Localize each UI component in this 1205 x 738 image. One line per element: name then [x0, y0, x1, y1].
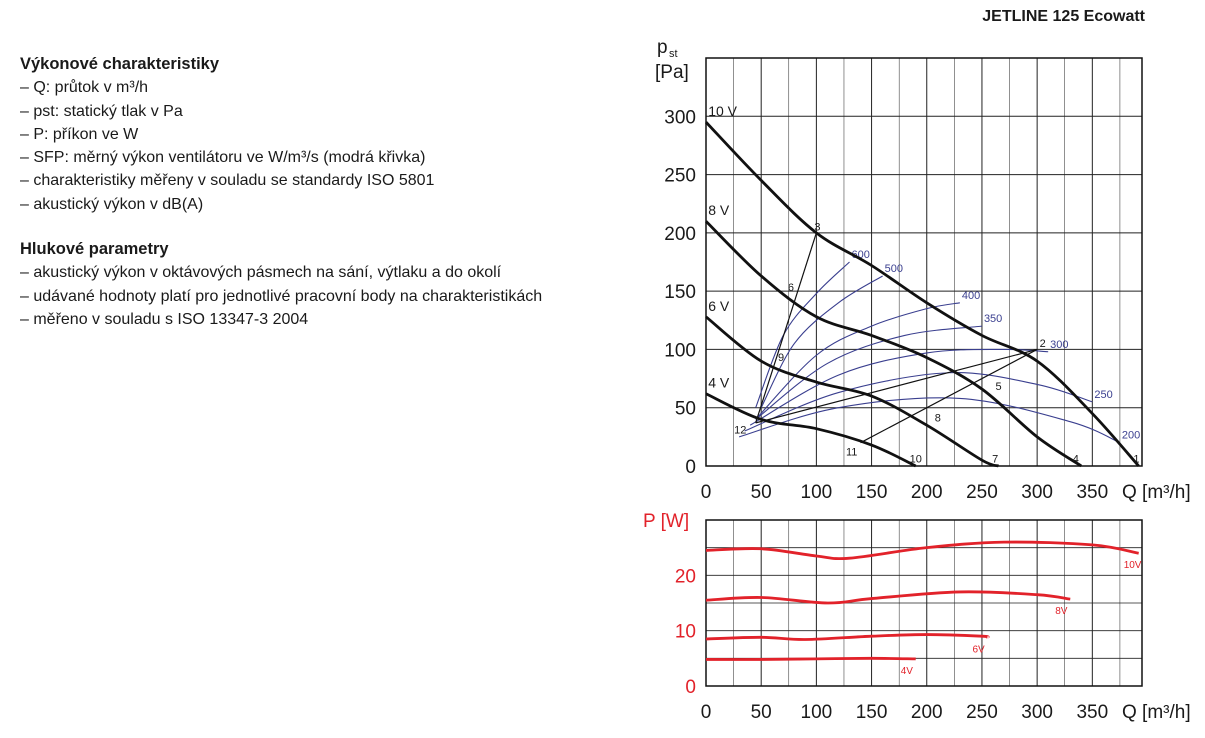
sfp-curve: [755, 325, 983, 420]
voltage-label: 6 V: [708, 298, 730, 314]
point-label: 2: [1040, 338, 1046, 350]
x-tick-label: 300: [1021, 702, 1053, 723]
y-tick-label: 150: [664, 282, 696, 303]
x-axis-label: Q [m³/h]: [1122, 482, 1191, 503]
x-tick-label: 300: [1021, 482, 1053, 503]
fan-curve-10v: [704, 121, 1140, 467]
y-tick-label: 0: [685, 457, 696, 478]
operating-line: [755, 232, 817, 424]
sfp-label: 350: [984, 313, 1002, 325]
fan-curve-8v: [705, 220, 1083, 468]
point-label: 9: [778, 352, 784, 364]
plot-frame: [705, 57, 1143, 467]
y-axis-label: P [W]: [643, 511, 689, 532]
x-tick-label: 250: [966, 702, 998, 723]
y-tick-label: 10: [675, 622, 696, 643]
power-plot-frame: [705, 519, 1143, 687]
y-axis-label: p: [657, 37, 668, 58]
y-tick-label: 100: [664, 340, 696, 361]
operating-line: [860, 348, 1038, 444]
point-label: 3: [814, 222, 820, 234]
list-item: – Q: průtok v m³/h: [20, 79, 149, 97]
fan-curve-6v: [705, 315, 999, 468]
power-series-label: 8V: [1055, 606, 1068, 617]
power-curve-4v: [705, 656, 916, 661]
power-curve-6v: [705, 633, 990, 641]
list-item: – pst: statický tlak v Pa: [20, 102, 183, 120]
x-tick-label: 0: [701, 702, 712, 723]
x-tick-label: 200: [911, 702, 943, 723]
y-tick-label: 20: [675, 566, 696, 587]
sfp-label: 200: [1122, 430, 1140, 442]
operating-line: [755, 348, 1038, 424]
voltage-label: 4 V: [708, 375, 730, 391]
product-title: JETLINE 125 Ecowatt: [982, 8, 1145, 25]
y-tick-label: 0: [685, 677, 696, 698]
x-tick-label: 350: [1076, 702, 1108, 723]
list-item: – akustický výkon v oktávových pásmech n…: [20, 264, 502, 282]
sfp-curve: [738, 397, 1121, 444]
performance-heading: Výkonové charakteristiky: [20, 55, 220, 73]
sfp-curve: [760, 275, 883, 408]
y-tick-label: 300: [664, 107, 696, 128]
x-tick-label: 350: [1076, 482, 1108, 503]
list-item: – akustický výkon v dB(A): [20, 195, 204, 213]
noise-heading: Hlukové parametry: [20, 240, 169, 259]
power-curve-8v: [705, 590, 1071, 605]
power-series-label: 4V: [901, 666, 914, 677]
x-tick-label: 150: [856, 482, 888, 503]
point-label: 6: [788, 282, 794, 294]
sfp-label: 250: [1094, 389, 1112, 401]
x-tick-label: 200: [911, 482, 943, 503]
list-item: – P: příkon ve W: [20, 125, 139, 143]
x-tick-label: 50: [751, 702, 772, 723]
voltage-label: 8 V: [708, 202, 730, 218]
list-item: – měřeno v souladu s ISO 13347-3 2004: [20, 310, 309, 328]
description-panel: Výkonové charakteristiky – Q: průtok v m…: [20, 53, 580, 331]
x-axis-label: Q [m³/h]: [1122, 702, 1191, 723]
x-tick-label: 250: [966, 482, 998, 503]
power-series-label: 6V: [972, 644, 985, 655]
x-tick-label: 100: [801, 482, 833, 503]
sfp-curve: [755, 302, 960, 420]
sfp-label: 500: [885, 263, 903, 275]
x-tick-label: 100: [801, 702, 833, 723]
y-axis-unit: [Pa]: [655, 62, 689, 83]
point-label: 12: [734, 424, 746, 436]
point-label: 1: [1133, 454, 1139, 466]
list-item: – charakteristiky měřeny v souladu se st…: [20, 172, 435, 190]
sfp-label: 400: [962, 290, 980, 302]
point-label: 10: [910, 454, 922, 466]
sfp-curve: [744, 372, 1093, 432]
fan-curve-4v: [705, 392, 917, 468]
point-label: 8: [935, 413, 941, 425]
sfp-label: 300: [1050, 339, 1068, 351]
power-series-label: 10V: [1124, 560, 1142, 571]
point-label: 4: [1073, 454, 1079, 466]
list-item: – udávané hodnoty platí pro jednotlivé p…: [20, 287, 543, 305]
y-tick-label: 200: [664, 224, 696, 245]
list-item: – SFP: měrný výkon ventilátoru ve W/m³/s…: [20, 149, 426, 167]
point-label: 11: [846, 447, 857, 459]
sfp-curve: [755, 261, 850, 408]
x-tick-label: 50: [751, 482, 772, 503]
y-tick-label: 250: [664, 166, 696, 187]
power-curve-10v: [705, 540, 1139, 561]
performance-list: – Q: průtok v m³/h – pst: statický tlak …: [20, 76, 580, 216]
y-tick-label: 50: [675, 399, 696, 420]
x-tick-label: 0: [701, 482, 712, 503]
y-axis-sub: st: [669, 48, 678, 60]
x-tick-label: 150: [856, 702, 888, 723]
point-label: 5: [995, 381, 1001, 393]
voltage-label: 10 V: [708, 103, 737, 119]
noise-list: – akustický výkon v oktávových pásmech n…: [20, 261, 580, 331]
point-label: 7: [992, 454, 998, 466]
